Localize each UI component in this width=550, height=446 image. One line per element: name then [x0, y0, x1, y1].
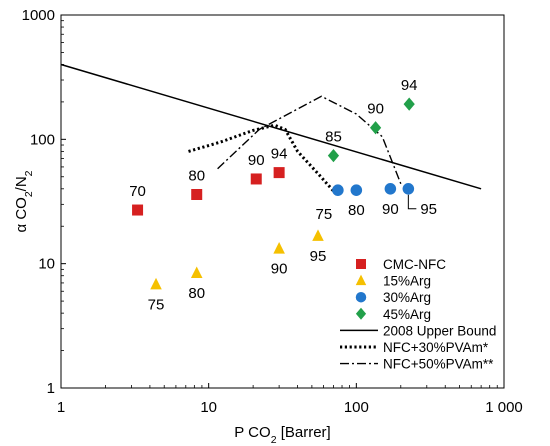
data-label-cmc-nfc-4: 94	[271, 146, 288, 163]
marker-cmc-nfc-2	[191, 188, 203, 200]
legend-label-2008-upper-bound: 2008 Upper Bound	[383, 323, 496, 338]
legend-label-nfc-50-pvam: NFC+50%PVAm**	[383, 357, 494, 372]
data-label-30-arg-2: 80	[348, 202, 365, 219]
data-label-45-arg-2: 90	[367, 101, 384, 118]
y-axis-title: α CO2/N2	[13, 170, 35, 232]
x-tick-label: 1	[57, 399, 65, 416]
marker-cmc-nfc-4	[273, 167, 285, 179]
data-label-30-arg-3: 90	[382, 201, 399, 218]
legend-label-30-arg: 30%Arg	[383, 290, 431, 305]
marker-15-arg-4	[312, 229, 324, 241]
x-tick-label: 1 000	[485, 399, 523, 416]
marker-15-arg-3	[273, 242, 285, 254]
marker-45-arg-2	[369, 121, 382, 135]
y-tick-label: 10	[38, 256, 55, 273]
data-label-cmc-nfc-2: 80	[188, 167, 205, 184]
legend-label-cmc-nfc: CMC-NFC	[383, 257, 446, 272]
legend-marker-15-arg	[355, 274, 367, 286]
data-label-cmc-nfc-3: 90	[248, 152, 265, 169]
marker-45-arg-1	[327, 148, 340, 163]
plot-area	[60, 14, 505, 389]
marker-cmc-nfc-3	[250, 173, 262, 185]
marker-15-arg-1	[150, 277, 162, 290]
marker-30-arg-4	[402, 183, 415, 195]
plot-frame	[60, 14, 505, 389]
data-label-45-arg-3: 94	[401, 77, 418, 94]
labels-layer: 70 80 90 94 75 80 90 95 75 80 90 95 85 90 94	[129, 77, 437, 313]
legend-marker-30-arg	[355, 291, 367, 303]
data-label-cmc-nfc-1: 70	[129, 183, 146, 200]
y-tick-label: 1000	[22, 7, 55, 24]
data-label-45-arg-1: 85	[325, 129, 342, 146]
axes-layer: 1 10 100 1 000 1 10 100 1000 P CO2 [Barrer] α CO2…	[13, 7, 523, 446]
marker-cmc-nfc-1	[132, 204, 144, 216]
markers-layer	[132, 97, 415, 290]
marker-45-arg-3	[403, 97, 415, 111]
legend-marker-cmc-nfc	[356, 259, 366, 269]
legend-marker-45-arg	[355, 307, 367, 320]
x-axis-title: P CO2 [Barrer]	[234, 424, 330, 446]
x-tick-label: 100	[344, 399, 369, 416]
lines-layer	[60, 63, 482, 197]
y-tick-label: 1	[47, 380, 55, 397]
legend-label-nfc-30-pvam: NFC+30%PVAm*	[383, 340, 489, 355]
legend-label-45-arg: 45%Arg	[383, 307, 431, 322]
data-label-15-arg-4: 95	[310, 248, 327, 265]
data-label-15-arg-2: 80	[188, 285, 205, 302]
marker-30-arg-3	[384, 183, 397, 195]
line-nfc-50-pvam	[217, 95, 402, 184]
line-2008-upper-bound	[60, 63, 482, 190]
x-tick-label: 10	[200, 399, 217, 416]
data-label-15-arg-3: 90	[271, 261, 288, 278]
marker-30-arg-2	[350, 184, 363, 196]
data-label-15-arg-1: 75	[148, 296, 165, 313]
line-nfc-30-pvam	[188, 123, 340, 197]
marker-15-arg-2	[190, 266, 203, 278]
data-label-30-arg-1: 75	[316, 206, 333, 223]
data-label-leader	[407, 194, 417, 210]
data-label-30-arg-4: 95	[420, 201, 437, 218]
marker-30-arg-1	[332, 184, 344, 196]
y-tick-label: 100	[30, 131, 55, 148]
legend-label-15-arg: 15%Arg	[383, 274, 431, 289]
